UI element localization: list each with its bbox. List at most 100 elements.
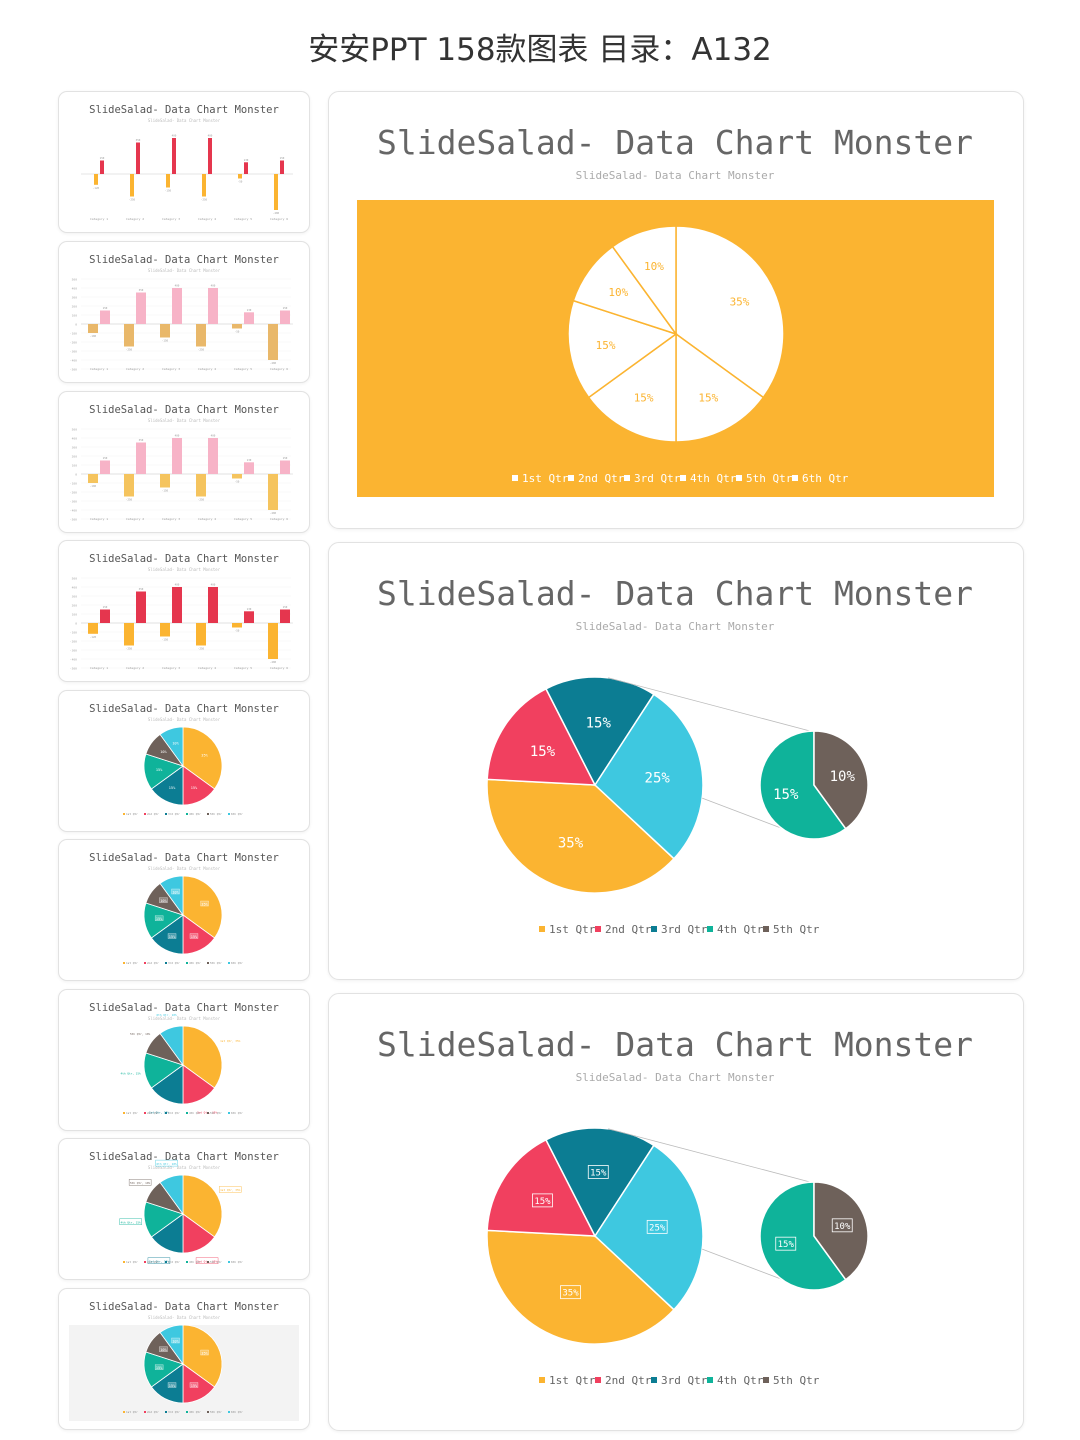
- thumbnail-6[interactable]: SlideSalad- Data Chart Monster SlideSalad…: [58, 839, 310, 981]
- y-tick-label: 500: [72, 428, 78, 432]
- legend-label: 3rd Qtr: [168, 1260, 180, 1264]
- slice-callout-label: 4th Qtr, 15%: [121, 1220, 142, 1224]
- legend-swatch: [207, 1261, 209, 1263]
- y-tick-label: 200: [72, 604, 78, 608]
- x-tick-label: Category 4: [198, 517, 216, 521]
- slide-preview-2[interactable]: SlideSalad- Data Chart Monster SlideSalad…: [328, 542, 1024, 980]
- bar-data-label: 400: [175, 434, 180, 438]
- slide-preview-3[interactable]: SlideSalad- Data Chart Monster SlideSalad…: [328, 993, 1024, 1431]
- bar-negative: [124, 623, 134, 646]
- legend-label: 5th Qtr: [773, 923, 820, 936]
- bar-positive: [172, 587, 182, 623]
- legend-swatch: [165, 962, 167, 964]
- pie-slice: [182, 726, 223, 790]
- thumbnail-5[interactable]: SlideSalad- Data Chart Monster SlideSalad…: [58, 690, 310, 832]
- legend-label: 3rd Qtr: [661, 923, 708, 936]
- pie-slice: [486, 778, 676, 894]
- bar-data-label: 350: [139, 438, 144, 442]
- thumbnail-9[interactable]: SlideSalad- Data Chart Monster SlideSalad…: [58, 1288, 310, 1430]
- bar-positive: [100, 609, 110, 623]
- thumbnail-2[interactable]: SlideSalad- Data Chart Monster SlideSalad…: [58, 241, 310, 383]
- bar-negative: [274, 174, 278, 210]
- thumbnail-3[interactable]: SlideSalad- Data Chart Monster SlideSalad…: [58, 391, 310, 533]
- slice-data-label: 15%: [156, 917, 163, 921]
- page-title: 安安PPT 158款图表 目录：A132: [308, 32, 772, 68]
- callout-box: [147, 1257, 171, 1264]
- bar-data-label: -150: [162, 339, 169, 343]
- data-label-box: [775, 1236, 797, 1251]
- y-tick-label: -300: [70, 500, 77, 504]
- data-label-box: [189, 1382, 199, 1388]
- legend-swatch: [228, 1411, 230, 1413]
- legend-label: 5th Qtr: [773, 1374, 820, 1387]
- pie-slice: [182, 875, 223, 939]
- x-tick-label: Category 6: [270, 217, 288, 221]
- bar-positive: [100, 310, 110, 324]
- slice-data-label: 25%: [649, 1223, 666, 1233]
- bar-negative: [268, 474, 278, 510]
- legend-label: 2nd Qtr: [605, 923, 652, 936]
- thumbnail-8[interactable]: SlideSalad- Data Chart Monster SlideSalad…: [58, 1138, 310, 1280]
- pie-slice: [182, 1025, 223, 1089]
- data-label-box: [831, 1218, 853, 1233]
- slice-data-label: 10%: [172, 1339, 179, 1343]
- legend-swatch: [792, 475, 798, 481]
- thumbnail-4[interactable]: SlideSalad- Data Chart Monster SlideSalad…: [58, 540, 310, 682]
- legend-swatch: [707, 926, 713, 932]
- slice-data-label: 10%: [830, 769, 856, 785]
- slice-callout-label: 4th Qtr, 15%: [121, 1071, 142, 1075]
- legend-label: 1st Qtr: [522, 472, 569, 485]
- bar-positive: [244, 162, 248, 174]
- thumbnail-1[interactable]: SlideSalad- Data Chart Monster SlideSalad…: [58, 91, 310, 233]
- legend-label: 1st Qtr: [549, 923, 596, 936]
- slice-data-label: 15%: [596, 339, 616, 352]
- slice-data-label: 15%: [191, 786, 198, 790]
- data-label-box: [159, 1346, 168, 1352]
- thumbnail-7[interactable]: SlideSalad- Data Chart Monster SlideSalad…: [58, 989, 310, 1131]
- bar-data-label: 400: [172, 134, 177, 138]
- y-tick-label: -400: [70, 658, 77, 662]
- bar-data-label: 150: [283, 605, 288, 609]
- slice-data-label: 10%: [160, 750, 167, 754]
- pie-slice: [675, 332, 765, 443]
- bar-negative: [88, 324, 98, 333]
- slice-data-label: 15%: [590, 1168, 607, 1178]
- bar-negative: [130, 174, 134, 197]
- slice-data-label: 15%: [773, 787, 799, 803]
- bar-data-label: -250: [198, 498, 205, 502]
- legend-label: 2nd Qtr: [147, 961, 159, 965]
- bar-negative: [196, 623, 206, 646]
- legend-swatch: [228, 1112, 230, 1114]
- slice-callout-label: 5th Qtr, 10%: [130, 1032, 151, 1036]
- legend-swatch: [165, 1411, 167, 1413]
- y-tick-label: 200: [72, 305, 78, 309]
- x-tick-label: Category 5: [234, 367, 252, 371]
- legend-swatch: [123, 813, 125, 815]
- callout-box: [155, 1159, 178, 1167]
- legend-label: 5th Qtr: [210, 961, 222, 965]
- y-tick-label: -500: [70, 368, 77, 372]
- bar-negative: [124, 324, 134, 347]
- legend-swatch: [123, 962, 125, 964]
- legend-label: 2nd Qtr: [147, 1111, 159, 1115]
- legend-swatch: [165, 1261, 167, 1263]
- y-tick-label: 300: [72, 595, 78, 599]
- pie-slice: [813, 730, 869, 830]
- slide-preview-1[interactable]: SlideSalad- Data Chart Monster SlideSalad…: [328, 91, 1024, 529]
- legend-label: 6th Qtr: [231, 961, 243, 965]
- bar-negative: [124, 474, 134, 497]
- bar-positive: [244, 312, 254, 324]
- legend-label: 5th Qtr: [210, 812, 222, 816]
- x-tick-label: Category 3: [162, 217, 180, 221]
- bar-positive: [208, 438, 218, 474]
- bar-data-label: -250: [198, 647, 205, 651]
- data-label-box: [154, 915, 164, 921]
- slice-data-label: 35%: [201, 753, 208, 757]
- bar-negative: [166, 174, 170, 188]
- bar-data-label: -250: [126, 498, 133, 502]
- legend-label: 1st Qtr: [549, 1374, 596, 1387]
- bar-data-label: 150: [103, 456, 108, 460]
- y-tick-label: -200: [70, 341, 77, 345]
- slice-data-label: 10%: [160, 1348, 167, 1352]
- pie-slice: [544, 1127, 655, 1238]
